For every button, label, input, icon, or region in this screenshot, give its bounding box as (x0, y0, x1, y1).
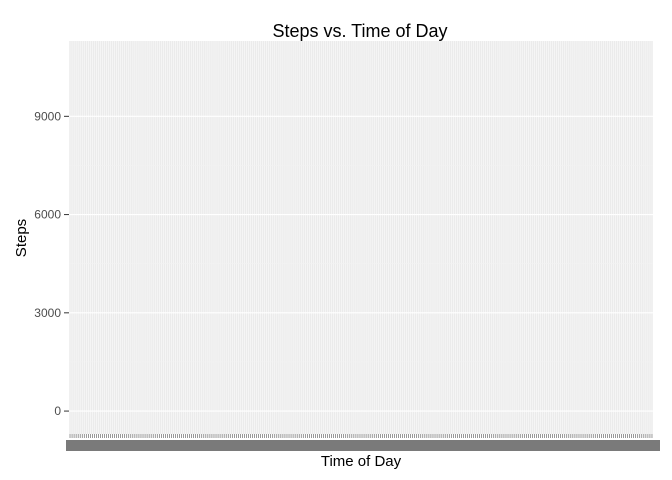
y-tick-label: 3000 (34, 306, 61, 320)
x-tick-labels-overlap (66, 440, 660, 451)
y-tick-label: 9000 (34, 109, 61, 123)
plot-panel (69, 41, 653, 434)
y-axis-title: Steps (13, 219, 30, 257)
x-axis (66, 434, 660, 451)
y-tick-label: 0 (54, 404, 61, 418)
y-tick-label: 6000 (34, 208, 61, 222)
x-gridlines (69, 41, 653, 434)
y-gridlines (69, 115, 653, 412)
y-axis: 0 3000 6000 9000 (34, 109, 69, 418)
x-axis-title: Time of Day (321, 453, 402, 470)
chart-title: Steps vs. Time of Day (272, 21, 447, 41)
